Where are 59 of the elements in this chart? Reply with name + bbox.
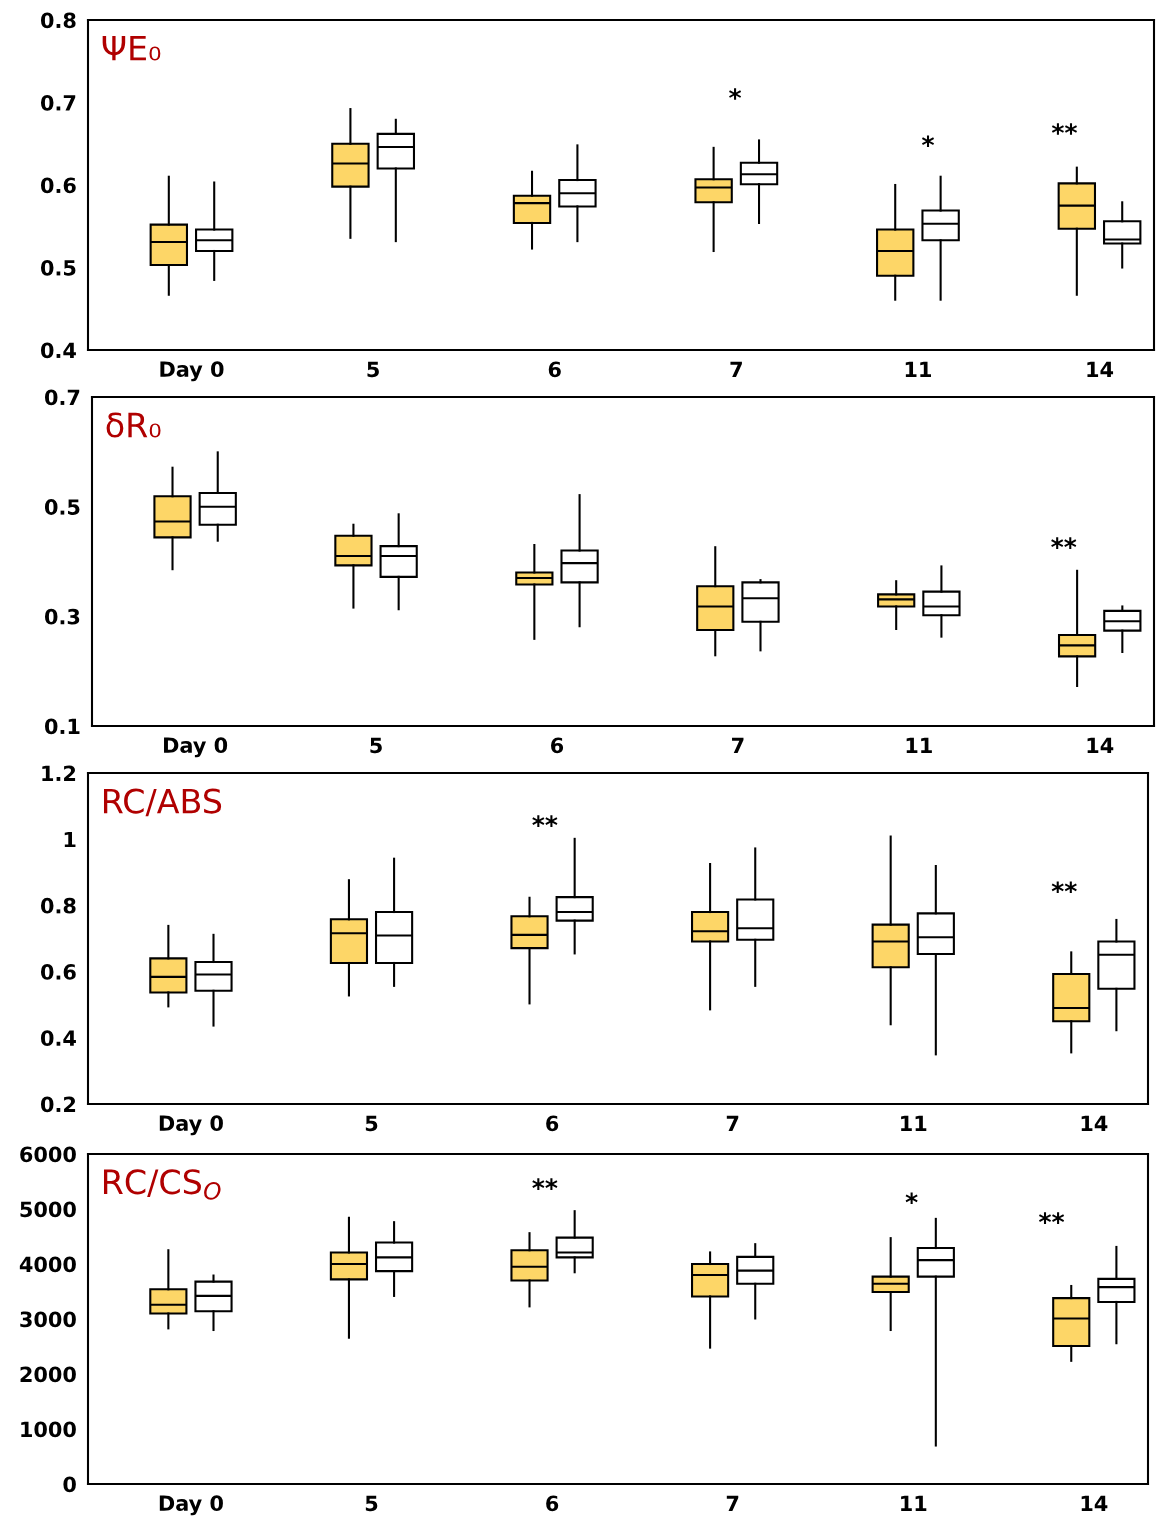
x-tick-label: 11	[905, 361, 931, 377]
y-tick-label: 0.7	[40, 94, 76, 111]
y-tick-label: 0.5	[44, 499, 80, 515]
x-tick-label: 14	[1087, 361, 1114, 377]
annotation: **	[532, 1178, 558, 1190]
annotation: **	[1051, 123, 1078, 135]
x-tick-label: 11	[901, 1115, 927, 1131]
x-tick-label: 5	[365, 1115, 378, 1132]
y-tick-label: 0.7	[44, 389, 80, 406]
y-tick-label: 0.3	[44, 608, 80, 625]
x-tick-label: 6	[546, 1495, 559, 1512]
annotation: **	[1051, 537, 1077, 549]
y-tick-label: 1.2	[42, 765, 76, 781]
x-tick-label: 5	[365, 1495, 378, 1512]
y-tick-label: 4000	[19, 1256, 76, 1273]
x-tick-label: 14	[1081, 1495, 1108, 1511]
y-tick-label: 3000	[20, 1311, 76, 1328]
y-tick-label: 0.6	[40, 964, 76, 980]
x-tick-label: Day 0	[159, 1495, 223, 1516]
x-tick-label: 5	[367, 361, 379, 378]
x-tick-label: 5	[370, 737, 382, 754]
annotation: **	[532, 815, 558, 827]
x-tick-label: 7	[726, 1495, 739, 1511]
y-tick-label: 0.1	[44, 718, 80, 735]
x-tick-label: 6	[551, 737, 564, 754]
annotation: **	[1038, 1212, 1065, 1224]
annotation: *	[905, 1192, 918, 1205]
y-tick-label: 0.8	[40, 12, 76, 29]
chart-title: δR₀	[106, 412, 161, 438]
y-tick-label: 0.4	[40, 1030, 76, 1047]
x-tick-label: 7	[730, 361, 742, 377]
y-tick-label: 1	[64, 831, 76, 848]
y-tick-label: 0.5	[40, 259, 76, 276]
chart-title: RC/CS$_{O}$	[103, 1169, 221, 1200]
y-tick-label: 6000	[20, 1146, 76, 1163]
y-tick-label: 0.6	[40, 177, 76, 194]
x-tick-label: 6	[546, 1115, 559, 1132]
chart-title: RC/ABS	[103, 788, 222, 817]
y-tick-label: 0.2	[40, 1096, 76, 1113]
x-tick-label: 7	[726, 1115, 739, 1131]
y-tick-label: 5000	[20, 1201, 76, 1218]
annotation: *	[729, 88, 742, 100]
y-tick-label: 1000	[21, 1421, 76, 1438]
x-tick-label: Day 0	[160, 361, 224, 382]
y-tick-label: 0.4	[40, 342, 76, 359]
y-tick-label: 0.8	[40, 897, 76, 914]
x-tick-label: 6	[548, 361, 561, 378]
chart-title: ΨE₀	[102, 35, 161, 61]
x-tick-label: Day 0	[164, 737, 228, 758]
y-tick-label: 2000	[20, 1366, 76, 1383]
x-tick-label: Day 0	[159, 1115, 223, 1136]
annotation: *	[921, 135, 935, 147]
x-tick-label: 7	[732, 737, 744, 753]
x-tick-label: 11	[901, 1495, 927, 1511]
x-tick-label: 14	[1081, 1115, 1108, 1131]
y-tick-label: 0	[63, 1476, 76, 1493]
annotation: **	[1051, 881, 1077, 894]
x-tick-label: 14	[1087, 737, 1114, 753]
x-tick-label: 11	[906, 737, 932, 753]
